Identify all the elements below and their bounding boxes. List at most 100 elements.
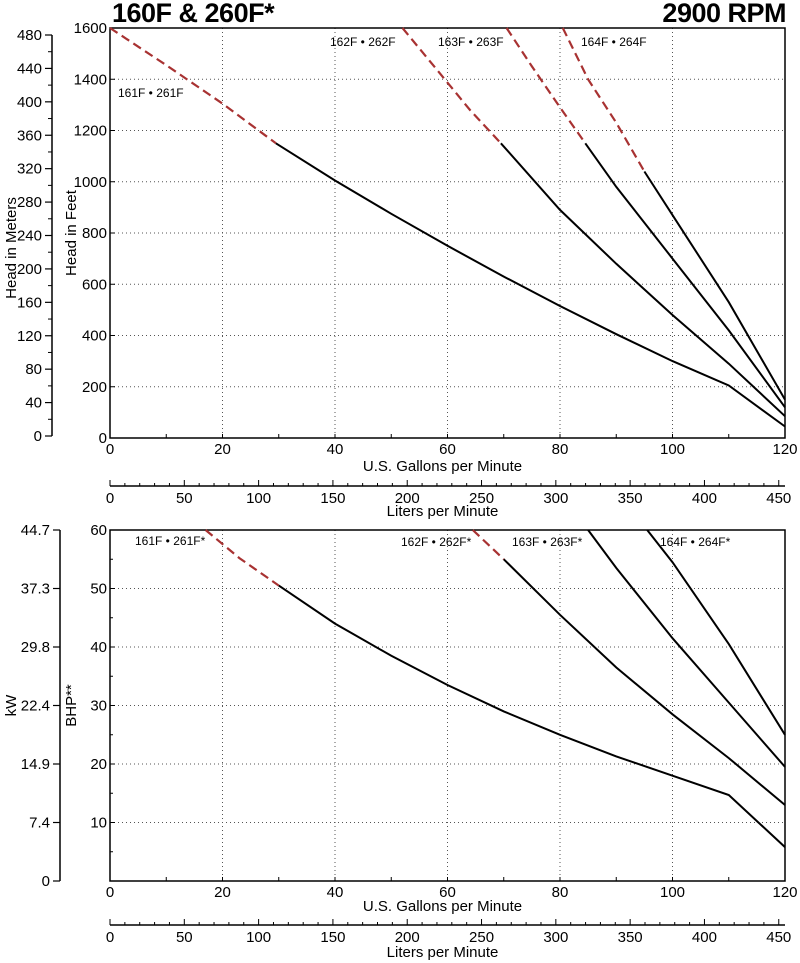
curve-label: 161F • 261F*	[135, 534, 206, 548]
curve-label: 163F • 263F*	[512, 535, 583, 549]
secondary-y-tick-label: 80	[25, 361, 42, 378]
x-tick-label: 20	[214, 441, 231, 458]
liters-tick-label: 450	[766, 929, 791, 946]
liters-tick-label: 150	[320, 490, 345, 507]
liters-tick-label: 250	[469, 490, 494, 507]
series-curve	[646, 529, 786, 736]
y-tick-label: 1600	[74, 20, 107, 37]
secondary-y-tick-label: 160	[17, 294, 42, 311]
y-tick-label: 200	[82, 379, 107, 396]
secondary-y-tick-label: 480	[17, 27, 42, 44]
secondary-y-tick-label: 29.8	[21, 639, 50, 656]
secondary-y-tick-label: 22.4	[21, 698, 50, 715]
secondary-y-tick-label: 200	[17, 261, 42, 278]
curve-label: 164F • 264F*	[660, 535, 731, 549]
y-tick-label: 30	[90, 698, 107, 715]
y-axis-title: BHP**	[63, 684, 80, 727]
secondary-y-tick-label: 320	[17, 161, 42, 178]
liters-axis-title: Liters per Minute	[387, 944, 499, 961]
series-curve	[278, 584, 786, 848]
series-curve-extrapolated	[401, 27, 502, 145]
liters-tick-label: 0	[106, 490, 114, 507]
liters-tick-label: 350	[618, 929, 643, 946]
x-tick-label: 120	[772, 884, 797, 901]
curve-label: 162F • 262F	[330, 35, 396, 49]
liters-tick-label: 350	[618, 490, 643, 507]
series-curve	[500, 142, 786, 417]
liters-tick-label: 400	[692, 929, 717, 946]
x-tick-label: 80	[552, 884, 569, 901]
liters-axis-title: Liters per Minute	[387, 503, 499, 520]
series-curve	[503, 558, 786, 806]
rpm-label: 2900 RPM	[662, 0, 786, 28]
x-tick-label: 60	[439, 441, 456, 458]
x-tick-label: 100	[660, 884, 685, 901]
x-axis-title: U.S. Gallons per Minute	[363, 458, 522, 475]
series-curve	[275, 142, 786, 428]
series-curve-extrapolated	[109, 27, 277, 145]
x-tick-label: 100	[660, 441, 685, 458]
x-tick-label: 60	[439, 884, 456, 901]
series-curve	[584, 142, 786, 408]
secondary-y-tick-label: 44.7	[21, 522, 50, 539]
secondary-y-tick-label: 360	[17, 127, 42, 144]
secondary-y-tick-label: 400	[17, 94, 42, 111]
y-tick-label: 0	[99, 430, 107, 447]
curve-label: 163F • 263F	[438, 35, 504, 49]
secondary-y-tick-label: 0	[34, 428, 42, 445]
x-tick-label: 0	[106, 441, 114, 458]
x-tick-label: 80	[552, 441, 569, 458]
series-curve-extrapolated	[472, 529, 505, 561]
secondary-y-axis-title: Head in Meters	[3, 197, 20, 299]
x-tick-label: 40	[327, 884, 344, 901]
y-tick-label: 400	[82, 328, 107, 345]
x-axis-title: U.S. Gallons per Minute	[363, 898, 522, 915]
y-tick-label: 600	[82, 276, 107, 293]
x-tick-label: 120	[772, 441, 797, 458]
x-tick-label: 0	[106, 884, 114, 901]
liters-tick-label: 400	[692, 490, 717, 507]
secondary-y-axis-title: kW	[3, 694, 20, 717]
liters-tick-label: 450	[766, 490, 791, 507]
x-tick-label: 40	[327, 441, 344, 458]
curve-label: 161F • 261F	[118, 86, 184, 100]
liters-tick-label: 300	[543, 490, 568, 507]
y-tick-label: 1400	[74, 71, 107, 88]
secondary-y-tick-label: 0	[42, 873, 50, 890]
liters-tick-label: 50	[176, 490, 193, 507]
y-tick-label: 60	[90, 522, 107, 539]
curve-label: 162F • 262F*	[401, 535, 472, 549]
secondary-y-tick-label: 120	[17, 328, 42, 345]
series-curve	[643, 170, 786, 401]
secondary-y-tick-label: 240	[17, 228, 42, 245]
secondary-y-tick-label: 37.3	[21, 581, 50, 598]
secondary-y-tick-label: 440	[17, 60, 42, 77]
liters-tick-label: 100	[246, 490, 271, 507]
liters-tick-label: 150	[320, 929, 345, 946]
secondary-y-tick-label: 14.9	[21, 756, 50, 773]
y-axis-title: Head in Feet	[63, 189, 80, 276]
liters-tick-label: 250	[469, 929, 494, 946]
y-tick-label: 1200	[74, 123, 107, 140]
series-curve-extrapolated	[561, 27, 646, 173]
y-tick-label: 20	[90, 756, 107, 773]
y-tick-label: 1000	[74, 174, 107, 191]
liters-tick-label: 100	[246, 929, 271, 946]
liters-tick-label: 50	[176, 929, 193, 946]
secondary-y-tick-label: 7.4	[29, 815, 50, 832]
secondary-y-tick-label: 280	[17, 194, 42, 211]
y-tick-label: 50	[90, 581, 107, 598]
series-curve	[587, 529, 786, 768]
series-curve-extrapolated	[204, 529, 280, 587]
y-tick-label: 800	[82, 225, 107, 242]
liters-tick-label: 200	[395, 490, 420, 507]
y-tick-label: 10	[90, 815, 107, 832]
series-curve-extrapolated	[505, 27, 587, 144]
secondary-y-tick-label: 40	[25, 395, 42, 412]
liters-tick-label: 300	[543, 929, 568, 946]
liters-tick-label: 200	[395, 929, 420, 946]
curve-label: 164F • 264F	[581, 35, 647, 49]
chart-title: 160F & 260F*	[112, 0, 275, 28]
y-tick-label: 40	[90, 639, 107, 656]
liters-tick-label: 0	[106, 929, 114, 946]
